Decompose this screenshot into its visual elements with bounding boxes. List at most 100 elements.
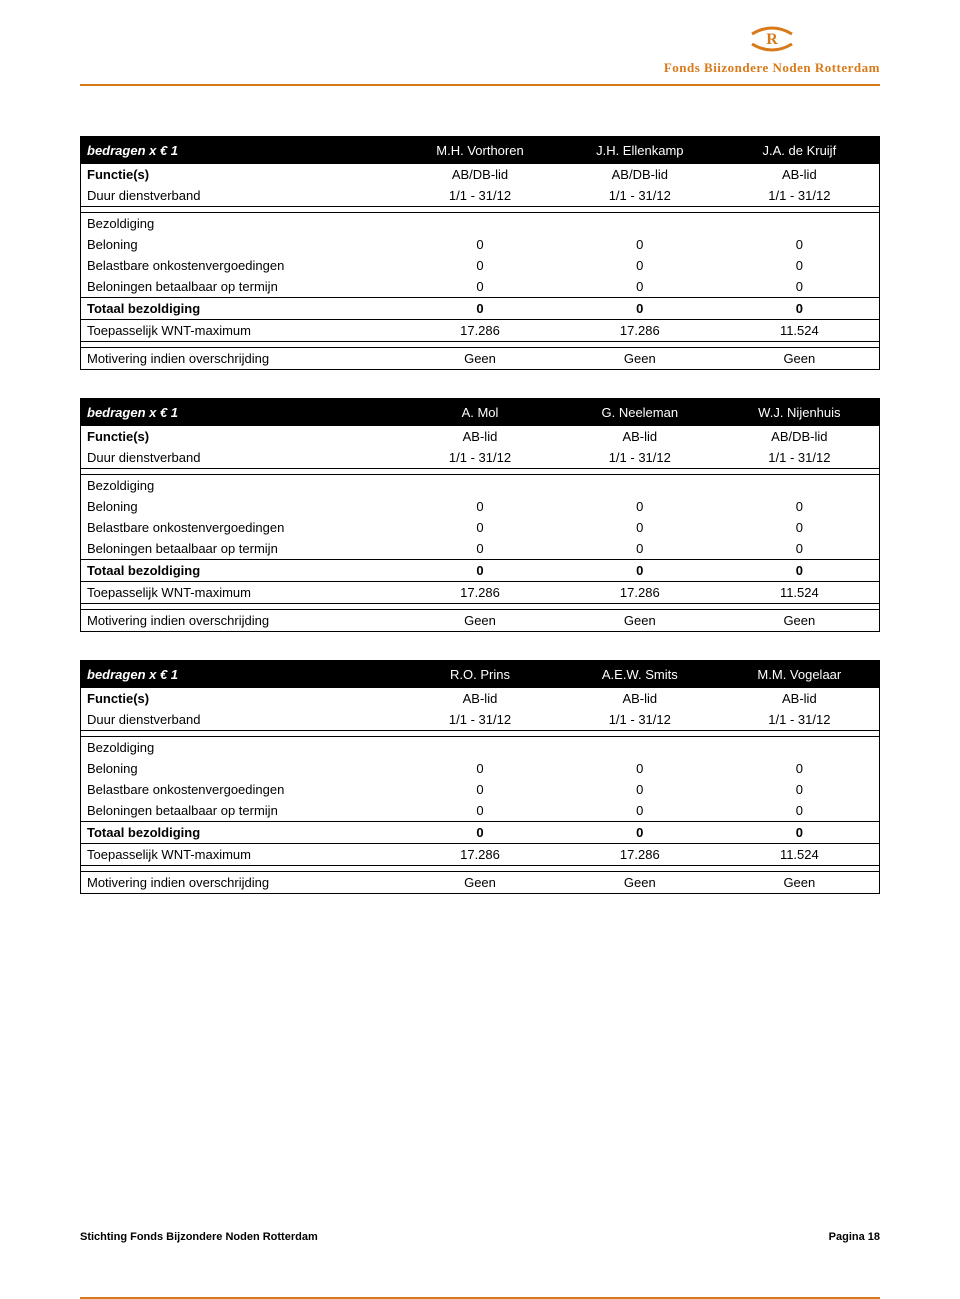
cell-value: 11.524 [720,582,880,604]
cell-value: 0 [720,758,880,779]
page: R Fonds Biizondere Noden Rotterdam bedra… [0,0,960,1273]
row-label: Beloningen betaalbaar op termijn [81,538,401,560]
cell-value: 0 [400,822,560,844]
person-name: A. Mol [400,399,560,427]
remuneration-table: bedragen x € 1M.H. VorthorenJ.H. Ellenka… [80,136,880,370]
cell-value: 0 [560,255,720,276]
brand-logo: R Fonds Biizondere Noden Rotterdam [664,20,880,76]
cell-value: 0 [400,298,560,320]
cell-value: 0 [720,255,880,276]
cell-value: 0 [400,496,560,517]
cell-value: AB/DB-lid [400,164,560,185]
cell-value: 1/1 - 31/12 [560,185,720,207]
remuneration-table: bedragen x € 1A. MolG. NeelemanW.J. Nije… [80,398,880,632]
cell-value: 1/1 - 31/12 [400,185,560,207]
cell-value: AB-lid [560,426,720,447]
cell-value: AB-lid [720,164,880,185]
cell-value: 17.286 [560,320,720,342]
cell-value: AB/DB-lid [720,426,880,447]
cell-value: 0 [560,496,720,517]
row-label: Belastbare onkostenvergoedingen [81,779,401,800]
svg-text:R: R [766,31,778,48]
cell-value: 17.286 [400,582,560,604]
cell-value: 0 [400,517,560,538]
cell-value: Geen [720,348,880,370]
cell-value: 0 [400,538,560,560]
cell-value: 0 [720,779,880,800]
person-name: M.M. Vogelaar [720,661,880,689]
cell-value: 1/1 - 31/12 [400,447,560,469]
cell-value: 0 [560,298,720,320]
cell-value: Geen [400,610,560,632]
person-name: G. Neeleman [560,399,720,427]
cell-value: 1/1 - 31/12 [720,447,880,469]
row-label: Functie(s) [81,164,401,185]
section-label: Bezoldiging [81,475,401,497]
cell-value: 0 [720,234,880,255]
row-label: Totaal bezoldiging [81,298,401,320]
cell-value: 0 [400,779,560,800]
person-name: W.J. Nijenhuis [720,399,880,427]
cell-value: 17.286 [560,844,720,866]
brand-name: Fonds Biizondere Noden Rotterdam [664,60,880,76]
cell-value: 0 [560,822,720,844]
row-label: Beloningen betaalbaar op termijn [81,276,401,298]
table-header-label: bedragen x € 1 [81,661,401,689]
row-label: Functie(s) [81,426,401,447]
page-header: R Fonds Biizondere Noden Rotterdam [80,20,880,76]
section-label: Bezoldiging [81,737,401,759]
cell-value: 0 [400,255,560,276]
footer-left: Stichting Fonds Bijzondere Noden Rotterd… [80,1231,318,1243]
header-divider [80,84,880,86]
cell-value: 0 [400,800,560,822]
cell-value: AB/DB-lid [560,164,720,185]
cell-value: 11.524 [720,320,880,342]
row-label: Beloning [81,234,401,255]
person-name: M.H. Vorthoren [400,137,560,165]
section-label: Bezoldiging [81,213,401,235]
cell-value: 17.286 [400,844,560,866]
remuneration-table: bedragen x € 1R.O. PrinsA.E.W. SmitsM.M.… [80,660,880,894]
cell-value: 0 [720,496,880,517]
cell-value: AB-lid [560,688,720,709]
row-label: Beloning [81,758,401,779]
row-label: Motivering indien overschrijding [81,610,401,632]
table-header-label: bedragen x € 1 [81,399,401,427]
cell-value: Geen [400,872,560,894]
cell-value: Geen [560,348,720,370]
row-label: Totaal bezoldiging [81,822,401,844]
cell-value: 0 [560,560,720,582]
cell-value: AB-lid [400,688,560,709]
cell-value: 1/1 - 31/12 [720,185,880,207]
person-name: A.E.W. Smits [560,661,720,689]
cell-value: Geen [720,610,880,632]
page-footer: Stichting Fonds Bijzondere Noden Rotterd… [80,1231,880,1243]
cell-value: 0 [720,800,880,822]
person-name: J.H. Ellenkamp [560,137,720,165]
cell-value: 0 [720,276,880,298]
cell-value: 1/1 - 31/12 [560,709,720,731]
table-header-label: bedragen x € 1 [81,137,401,165]
cell-value: 1/1 - 31/12 [560,447,720,469]
cell-value: 0 [400,234,560,255]
cell-value: 0 [720,517,880,538]
cell-value: Geen [560,872,720,894]
cell-value: 0 [720,298,880,320]
cell-value: 0 [560,517,720,538]
person-name: J.A. de Kruijf [720,137,880,165]
cell-value: 1/1 - 31/12 [400,709,560,731]
cell-value: 11.524 [720,844,880,866]
cell-value: AB-lid [720,688,880,709]
row-label: Motivering indien overschrijding [81,872,401,894]
cell-value: 0 [560,538,720,560]
cell-value: 0 [400,758,560,779]
cell-value: 0 [560,779,720,800]
cell-value: 0 [400,276,560,298]
cell-value: 0 [560,758,720,779]
cell-value: 17.286 [560,582,720,604]
row-label: Duur dienstverband [81,185,401,207]
row-label: Duur dienstverband [81,447,401,469]
cell-value: 17.286 [400,320,560,342]
person-name: R.O. Prins [400,661,560,689]
row-label: Toepasselijk WNT-maximum [81,582,401,604]
